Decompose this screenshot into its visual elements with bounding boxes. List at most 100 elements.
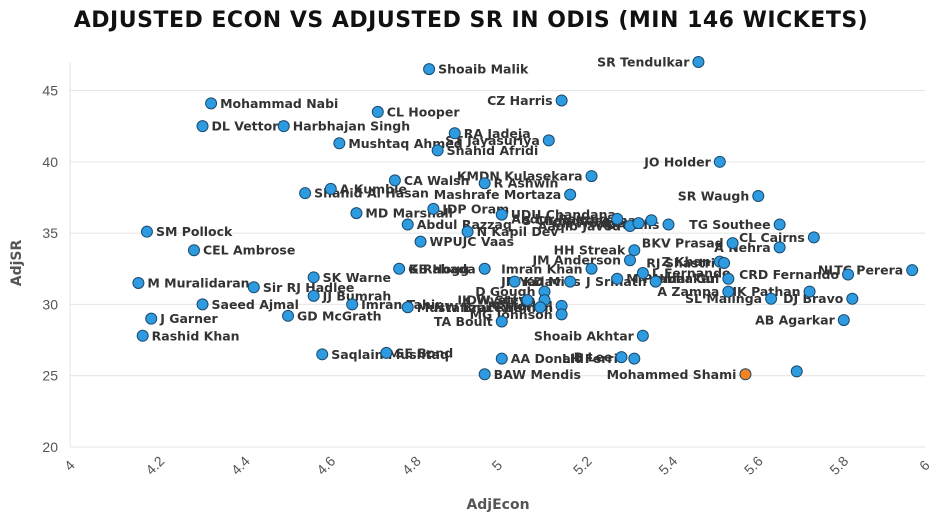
point-sr-waugh: [752, 190, 765, 203]
x-tick-label: 4: [61, 457, 78, 474]
x-tick-label: 4.4: [228, 453, 253, 478]
point-sl-malinga: [765, 292, 778, 305]
point-label-gd-mcgrath: GD McGrath: [297, 308, 382, 323]
point-label-ab-agarkar: AB Agarkar: [755, 313, 836, 328]
point-k-rabada: [478, 262, 491, 275]
point-s-chandrasekhar: [645, 214, 658, 227]
point-j-srinath: [649, 275, 662, 288]
point-rashid-khan: [136, 329, 149, 342]
point-shoaib-malik: [423, 63, 436, 76]
point-label-nw-bracewell: NW Bracewell: [434, 300, 531, 315]
point-aa-donald: [495, 352, 508, 365]
point-label-m-muralidaran: M Muralidaran: [147, 276, 249, 291]
point-label-sm-pollock: SM Pollock: [156, 224, 233, 239]
point-cel-ambrose: [187, 244, 200, 257]
point-st-jayasuriya: [542, 134, 555, 147]
point-lh-ferris: [628, 352, 641, 365]
x-tick-labels: 4 4.2 4.4 4.6 4.8 5 5.2 5.4 5.6 5.8 6: [61, 453, 933, 478]
point-label-gb-hogg: GB Hogg: [408, 261, 469, 276]
point-label-st-jayasuriya: ST Jayasuriya: [445, 133, 540, 148]
point-baw-mendis: [478, 368, 491, 381]
point-label-ra-jadeja: RA Jadeja: [464, 126, 531, 141]
point-label-j-garner: J Garner: [159, 311, 218, 326]
point-ab-agarkar: [837, 314, 850, 327]
point-label-sr-tendulkar: SR Tendulkar: [597, 55, 690, 70]
point-kd-mills: [508, 275, 521, 288]
point-shoaib-akhtar: [636, 329, 649, 342]
point-label-rashid-khan: Rashid Khan: [152, 328, 240, 343]
point-hh-streak: [628, 244, 641, 257]
point-label-lh-ferris: LH Ferris: [562, 351, 625, 366]
point-a-kumble: [324, 182, 337, 195]
point-unlabeled: [790, 365, 803, 378]
point-kmdn-kulasekara: [585, 170, 598, 183]
point-label-b-lee: B Lee: [574, 350, 613, 365]
data-points: [132, 56, 919, 381]
point-label-mustafizur-rahman: Mustafizur Rahman: [417, 300, 553, 315]
point-label-udu-chandana: UDU Chandana: [511, 207, 616, 222]
point-label-cel-ambrose: CEL Ambrose: [203, 243, 295, 258]
point-mohammed-shami: [739, 368, 752, 381]
x-tick-label: 4.6: [313, 453, 338, 478]
point-sm-pollock: [140, 225, 153, 238]
point-sir-rj-hadlee: [247, 281, 260, 294]
y-axis-title: AdjSR: [9, 240, 25, 287]
point-label-n-kapil-dev: N Kapil Dev: [477, 224, 559, 239]
point-dj-bravo: [846, 292, 859, 305]
point-label-a-zampa: A Zampa: [657, 284, 719, 299]
point-label-dj-bravo: DJ Bravo: [783, 291, 844, 306]
point-label-sk-warne: SK Warne: [323, 270, 391, 285]
point-label-imran-tahir: Imran Tahir: [361, 297, 442, 312]
y-tick-label: 45: [42, 83, 58, 99]
point-label-mohammed-shami: Mohammed Shami: [607, 367, 737, 382]
point-label-cz-harris: CZ Harris: [487, 93, 553, 108]
point-mashrafe-mortaza: [564, 188, 577, 201]
point-label-crd-fernando: CRD Fernando: [739, 267, 839, 282]
x-tick-label: 5.8: [826, 453, 851, 478]
point-bkv-prasad: [726, 237, 739, 250]
point-label-baw-mendis: BAW Mendis: [494, 367, 581, 382]
point-label-a-nehra: A Nehra: [714, 240, 770, 255]
point-label-aaqib-javed: Aaqib Javed: [538, 218, 621, 233]
point-cl-cairns: [807, 231, 820, 244]
point-label-k-rabada: K Rabada: [409, 261, 476, 276]
point-label-shoaib-akhtar: Shoaib Akhtar: [534, 328, 635, 343]
y-tick-label: 40: [42, 154, 58, 170]
point-a-nehra: [773, 241, 786, 254]
point-n-kapil-dev: [461, 225, 474, 238]
point-label-m-prabhakar: M Prabhakar: [626, 271, 717, 286]
point-label-saeed-ajmal: Saeed Ajmal: [212, 297, 299, 312]
point-jj-bumrah: [307, 289, 320, 302]
point-tg-southee: [773, 218, 786, 231]
point-mushtaq-ahmed: [333, 137, 346, 150]
point-abdul-razzaq: [401, 218, 414, 231]
point-label-z-khan: Z Khan: [661, 254, 710, 269]
point-saqlain-mushtaq: [316, 348, 329, 361]
point-nw-bracewell: [534, 301, 547, 314]
point-cl-hooper: [371, 105, 384, 118]
grid-layer: [69, 62, 925, 448]
x-tick-label: 5.2: [570, 453, 595, 478]
point-label-a-kumble: A Kumble: [340, 181, 407, 196]
point-label-tg-southee: TG Southee: [689, 217, 770, 232]
point-label-sir-rj-hadlee: Sir RJ Hadlee: [263, 280, 355, 295]
point-umar-gul: [722, 272, 735, 285]
point-cr-woakes: [632, 217, 645, 230]
point-label-wpujc-vaas: WPUJC Vaas: [430, 234, 515, 249]
point-label-ca-walsh: CA Walsh: [404, 173, 470, 188]
point-abdur-razzaq: [611, 212, 624, 225]
point-saeed-ajmal: [196, 298, 209, 311]
point-gd-mcgrath: [282, 309, 295, 322]
point-label-mg-johnson: MG Johnson: [470, 307, 553, 322]
point-rj-shastri: [718, 257, 731, 270]
y-tick-label: 25: [42, 368, 58, 384]
point-label-cr-woakes: CR Woakes: [552, 216, 629, 231]
point-label-shahid-al-hasan: Shahid Al Hasan: [314, 186, 429, 201]
point-jm-anderson: [624, 254, 637, 267]
y-tick-labels: 20 25 30 35 40 45: [42, 83, 58, 455]
point-label-abdul-razzaq: Abdul Razzaq: [417, 217, 512, 232]
point-label-r-ashwin: R Ashwin: [494, 176, 559, 191]
point-da-ellis: [662, 218, 675, 231]
point-gb-hogg: [393, 262, 406, 275]
